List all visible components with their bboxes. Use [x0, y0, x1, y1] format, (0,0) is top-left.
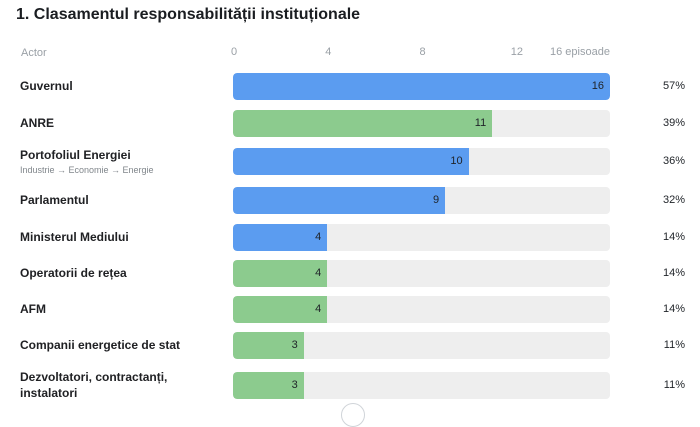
- percent-label: 11%: [663, 379, 685, 391]
- row-label: Operatorii de rețea: [20, 265, 215, 281]
- bar[interactable]: [233, 296, 328, 323]
- actor-name: Dezvoltatori, contractanți, instalatori: [20, 370, 168, 400]
- percent-label: 11%: [663, 339, 685, 351]
- row-label: Dezvoltatori, contractanți, instalatori: [20, 369, 215, 401]
- row-label: Portofoliul Energiei Industrie → Economie…: [20, 147, 215, 176]
- bar-track: 11: [233, 110, 610, 137]
- scroll-indicator[interactable]: [341, 403, 365, 427]
- percent-label: 14%: [662, 267, 685, 279]
- actor-name: Operatorii de rețea: [20, 266, 127, 280]
- bar-value-label: 10: [450, 155, 463, 167]
- bar-track: 16: [233, 73, 610, 100]
- bar-value-label: 3: [291, 339, 298, 351]
- bar-track: 3: [233, 372, 610, 399]
- actor-column-header: Actor: [21, 47, 47, 59]
- percent-label: 39%: [662, 117, 685, 129]
- percent-label: 14%: [662, 231, 685, 243]
- actor-name: ANRE: [20, 116, 55, 130]
- actor-name: AFM: [20, 302, 46, 316]
- bar[interactable]: [233, 260, 328, 287]
- actor-name: Parlamentul: [20, 193, 89, 207]
- actor-sublabel: Industrie → Economie → Energie: [20, 164, 154, 175]
- bar-track: 3: [233, 332, 610, 359]
- bar-value-label: 4: [315, 267, 322, 279]
- x-tick-label: 12: [510, 46, 523, 58]
- actor-name: Companii energetice de stat: [20, 338, 181, 352]
- bar-value-label: 3: [291, 379, 298, 391]
- x-tick-label: 0: [231, 46, 238, 58]
- row-label: Companii energetice de stat: [20, 337, 215, 353]
- percent-label: 36%: [662, 155, 685, 167]
- actor-name: Portofoliul Energiei: [20, 147, 131, 162]
- row-label: Ministerul Mediului: [20, 229, 215, 245]
- row-label: ANRE: [20, 115, 215, 131]
- percent-label: 14%: [662, 303, 685, 315]
- row-label: Parlamentul: [20, 192, 215, 208]
- bar-track: 10: [233, 148, 610, 175]
- chart-title: 1. Clasamentul responsabilității institu…: [16, 6, 361, 23]
- bar[interactable]: [233, 224, 328, 251]
- bar[interactable]: [233, 187, 446, 214]
- x-tick-label: 4: [325, 46, 332, 58]
- bar[interactable]: [233, 332, 304, 359]
- bar[interactable]: [233, 73, 610, 100]
- bar[interactable]: [233, 148, 469, 175]
- bar-track: 4: [233, 296, 610, 323]
- bar[interactable]: [233, 110, 493, 137]
- row-label: Guvernul: [20, 78, 215, 94]
- bar-track: 9: [233, 187, 610, 214]
- bar-value-label: 4: [315, 303, 322, 315]
- bar-value-label: 11: [474, 117, 487, 129]
- bar[interactable]: [233, 372, 304, 399]
- percent-label: 57%: [662, 80, 685, 92]
- actor-name: Guvernul: [20, 79, 73, 93]
- bar-value-label: 4: [315, 231, 322, 243]
- x-tick-label: 16 episoade: [550, 46, 610, 58]
- actor-name: Ministerul Mediului: [20, 230, 129, 244]
- bar-value-label: 9: [432, 194, 440, 206]
- bar-track: 4: [233, 260, 610, 287]
- x-tick-label: 8: [419, 46, 426, 58]
- bar-value-label: 16: [591, 80, 604, 92]
- row-label: AFM: [20, 301, 215, 317]
- bar-track: 4: [233, 224, 610, 251]
- percent-label: 32%: [662, 194, 685, 206]
